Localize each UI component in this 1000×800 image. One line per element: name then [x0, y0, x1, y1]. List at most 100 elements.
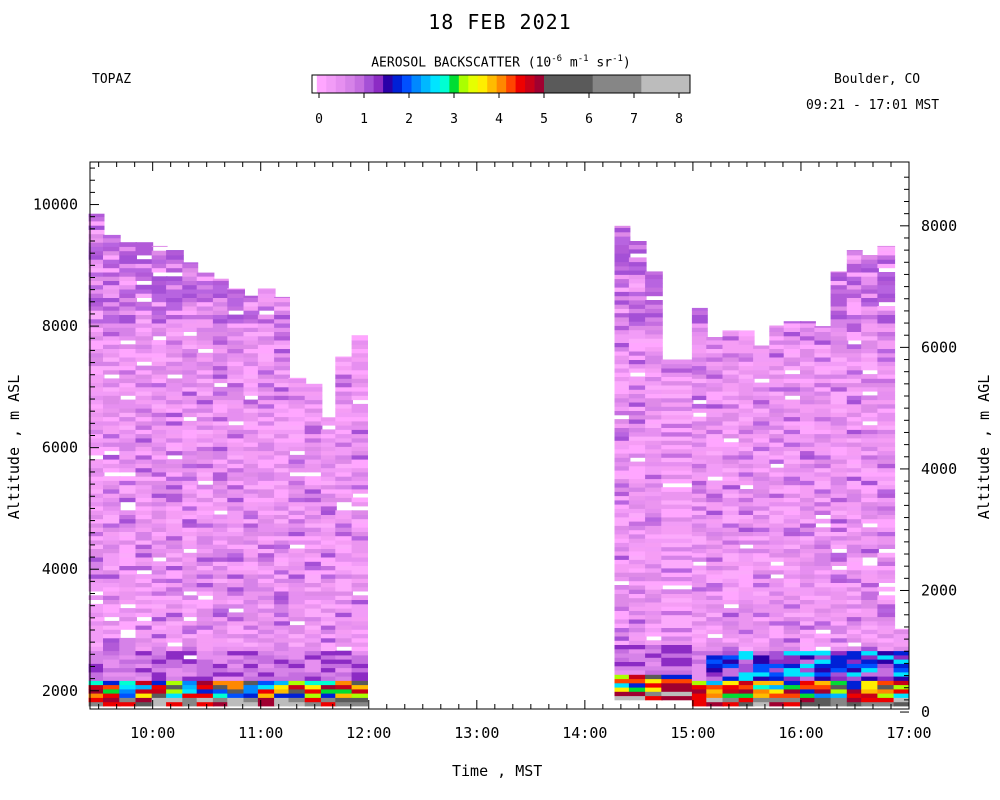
- heatmap-cell: [135, 425, 154, 430]
- heatmap-cell: [830, 633, 849, 639]
- heatmap-cell: [320, 510, 337, 515]
- heatmap-cell: [830, 574, 849, 579]
- heatmap-cell: [628, 453, 647, 458]
- heatmap-cell: [753, 501, 771, 507]
- heatmap-cell: [661, 580, 694, 586]
- heatmap-cell: [769, 369, 786, 375]
- heatmap-cell: [288, 697, 307, 703]
- heatmap-cell: [722, 612, 741, 618]
- heatmap-cell: [846, 527, 863, 532]
- heatmap-cell: [196, 318, 215, 324]
- heatmap-cell: [151, 357, 168, 362]
- heatmap-cell: [351, 557, 368, 562]
- heatmap-cell: [783, 340, 802, 345]
- heatmap-cell: [196, 472, 215, 477]
- heatmap-cell: [753, 480, 771, 486]
- x-tick-label: 10:00: [130, 724, 175, 742]
- heatmap-cell: [861, 608, 879, 613]
- heatmap-cell: [893, 637, 909, 643]
- heatmap-cell: [288, 433, 307, 439]
- heatmap-cell: [151, 293, 168, 298]
- heatmap-cell: [830, 616, 849, 622]
- heatmap-cell: [103, 352, 121, 358]
- heatmap-cell: [257, 378, 276, 384]
- heatmap-cell: [212, 280, 229, 286]
- heatmap-cell: [351, 540, 368, 545]
- heatmap-cell: [274, 314, 290, 320]
- heatmap-cell: [800, 676, 816, 681]
- heatmap-cell: [661, 563, 694, 569]
- heatmap-cell: [243, 323, 260, 328]
- heatmap-cell: [800, 391, 816, 396]
- heatmap-cell: [135, 574, 154, 579]
- heatmap-cell: [830, 506, 849, 511]
- heatmap-cell: [722, 540, 741, 545]
- heatmap-cell: [877, 510, 896, 515]
- heatmap-cell: [814, 463, 833, 469]
- heatmap-cell: [151, 561, 168, 566]
- heatmap-cell: [830, 595, 849, 600]
- heatmap-cell: [877, 365, 896, 371]
- heatmap-cell: [769, 527, 786, 532]
- heatmap-cell: [769, 352, 786, 358]
- heatmap-cell: [135, 510, 154, 515]
- heatmap-cell: [691, 472, 708, 477]
- heatmap-cell: [227, 463, 245, 469]
- heatmap-cell: [861, 586, 879, 592]
- heatmap-cell: [661, 631, 694, 637]
- heatmap-cell: [227, 531, 245, 537]
- heatmap-cell: [135, 629, 154, 635]
- heatmap-cell: [645, 661, 663, 667]
- heatmap-cell: [753, 382, 771, 388]
- colorbar-swatch: [506, 75, 517, 93]
- heatmap-cell: [288, 582, 307, 588]
- heatmap-cell: [182, 472, 199, 477]
- heatmap-cell: [304, 480, 323, 486]
- heatmap-cell: [274, 540, 290, 545]
- heatmap-cell: [614, 695, 631, 701]
- heatmap-cell: [661, 627, 694, 633]
- heatmap-cell: [274, 425, 290, 430]
- heatmap-cell: [783, 625, 802, 630]
- heatmap-cell: [288, 386, 307, 392]
- heatmap-cell: [320, 654, 337, 660]
- heatmap-cell: [893, 650, 909, 656]
- heatmap-cell: [753, 403, 771, 409]
- heatmap-cell: [274, 344, 290, 349]
- heatmap-cell: [119, 676, 137, 681]
- heatmap-cell: [861, 548, 879, 554]
- heatmap-cell: [182, 267, 199, 273]
- heatmap-cell: [861, 642, 879, 647]
- heatmap-cell: [614, 636, 631, 641]
- heatmap-cell: [645, 271, 663, 275]
- heatmap-cell: [691, 348, 708, 354]
- heatmap-cell: [274, 296, 290, 298]
- heatmap-cell: [846, 548, 863, 554]
- heatmap-cell: [800, 382, 816, 388]
- heatmap-cell: [861, 659, 879, 664]
- heatmap-cell: [243, 484, 260, 490]
- heatmap-cell: [88, 514, 105, 520]
- heatmap-cell: [351, 416, 368, 422]
- heatmap-cell: [783, 467, 802, 473]
- heatmap-cell: [691, 693, 708, 698]
- heatmap-cell: [645, 674, 663, 680]
- heatmap-cell: [88, 242, 105, 247]
- heatmap-cell: [288, 442, 307, 447]
- heatmap-cell: [800, 395, 816, 401]
- heatmap-cell: [861, 301, 879, 307]
- heatmap-cell: [351, 565, 368, 571]
- heatmap-cell: [103, 561, 121, 566]
- heatmap-cell: [738, 586, 755, 592]
- heatmap-cell: [628, 304, 647, 309]
- heatmap-cell: [846, 365, 863, 371]
- heatmap-cell: [151, 365, 168, 371]
- heatmap-cell: [769, 506, 786, 511]
- heatmap-cell: [645, 448, 663, 454]
- heatmap-cell: [196, 446, 215, 452]
- heatmap-cell: [753, 506, 771, 511]
- heatmap-cell: [691, 582, 708, 588]
- heatmap-cell: [877, 340, 896, 345]
- colorbar-swatch: [449, 75, 460, 93]
- heatmap-cell: [196, 599, 215, 605]
